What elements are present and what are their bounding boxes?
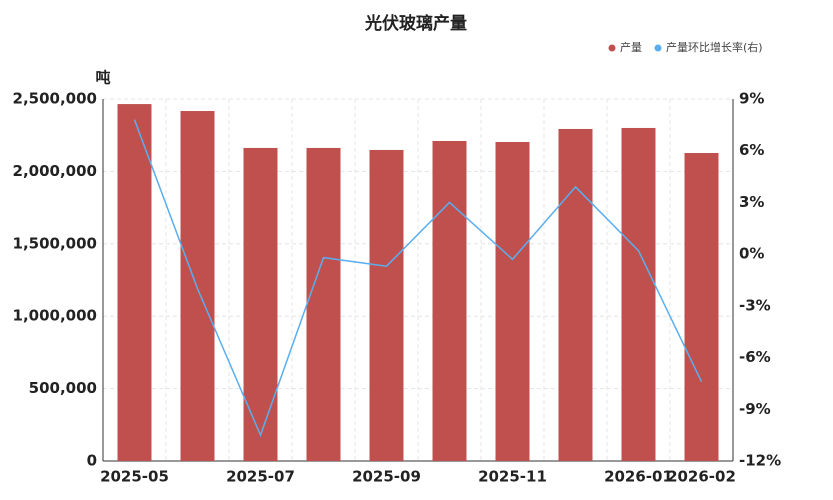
y2-tick-label: 6% <box>739 141 764 159</box>
legend-marker <box>608 44 616 52</box>
y2-tick-label: -6% <box>739 348 771 366</box>
y-axis-label: 吨 <box>95 69 110 87</box>
legend-marker <box>654 44 662 52</box>
y-tick-label: 1,000,000 <box>13 307 97 325</box>
x-tick-label: 2026-01 <box>604 468 673 486</box>
x-tick-label: 2025-11 <box>478 468 547 486</box>
legend-label: 产量 <box>620 40 642 54</box>
y2-tick-label: 0% <box>739 245 764 263</box>
y2-tick-label: -3% <box>739 296 771 314</box>
y2-tick-label: -12% <box>739 452 781 470</box>
bar <box>243 147 278 462</box>
y2-tick-label: 3% <box>739 193 764 211</box>
bar <box>432 140 467 461</box>
y-tick-label: 2,500,000 <box>13 90 97 108</box>
x-tick-label: 2025-07 <box>226 468 295 486</box>
y-tick-label: 2,000,000 <box>13 162 97 180</box>
legend-label: 产量环比增长率(右) <box>666 40 763 54</box>
x-tick-label: 2026-02 <box>667 468 736 486</box>
x-tick-label: 2025-05 <box>100 468 169 486</box>
y-tick-label: 0 <box>87 452 97 470</box>
y2-tick-label: 9% <box>739 90 764 108</box>
bar <box>180 111 215 461</box>
y2-tick-label: -9% <box>739 400 771 418</box>
x-tick-label: 2025-09 <box>352 468 421 486</box>
y-tick-label: 500,000 <box>29 379 97 397</box>
bar <box>684 153 719 461</box>
chart-title: 光伏玻璃产量 <box>364 13 467 34</box>
bar <box>117 104 152 462</box>
bar <box>558 128 593 461</box>
bar <box>369 149 404 461</box>
y-tick-label: 1,500,000 <box>13 234 97 252</box>
bar <box>495 142 530 461</box>
bar <box>306 147 341 462</box>
bar <box>621 127 656 462</box>
line <box>133 119 703 438</box>
